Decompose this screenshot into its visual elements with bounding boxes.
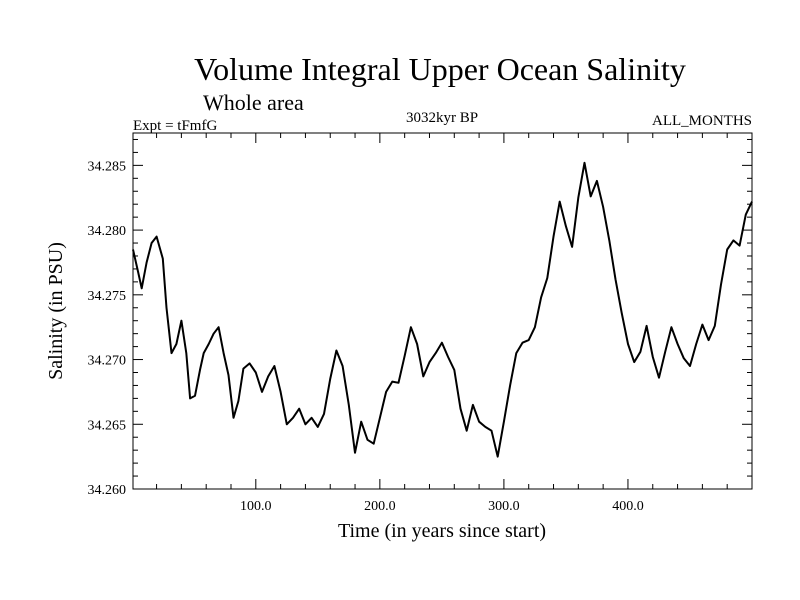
chart-title: Volume Integral Upper Ocean Salinity [194,51,686,87]
x-tick-label: 400.0 [612,499,644,514]
plot-frame [132,132,753,490]
y-tick-label: 34.275 [88,289,127,304]
y-tick-label: 34.265 [88,418,127,433]
months-label: ALL_MONTHS [652,113,752,129]
experiment-label: Expt = tFmfG [133,118,217,134]
y-tick-label: 34.280 [88,224,127,239]
x-tick-label: 300.0 [488,499,520,514]
salinity-line [132,161,753,458]
period-label: 3032kyr BP [406,110,478,126]
y-axis: 34.260 34.265 34.270 34.275 34.280 34.285 [88,138,752,498]
x-tick-label: 200.0 [364,499,396,514]
x-tick-label: 100.0 [240,499,272,514]
x-axis: 100.0 200.0 300.0 400.0 [156,133,728,514]
y-tick-label: 34.285 [88,159,127,174]
y-tick-label: 34.260 [88,483,127,498]
y-tick-label: 34.270 [88,354,127,369]
chart-subtitle: Whole area [203,90,304,115]
x-axis-label: Time (in years since start) [338,520,546,542]
y-axis-label: Salinity (in PSU) [45,242,67,380]
